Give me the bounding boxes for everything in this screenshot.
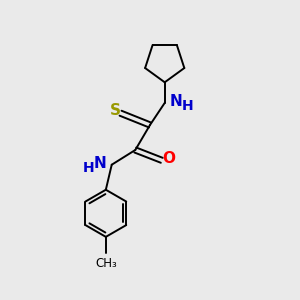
Text: CH₃: CH₃ xyxy=(95,256,117,270)
Text: N: N xyxy=(170,94,183,109)
Text: H: H xyxy=(182,99,194,113)
Text: S: S xyxy=(110,103,121,118)
Text: N: N xyxy=(94,156,106,171)
Text: H: H xyxy=(82,161,94,175)
Text: O: O xyxy=(162,151,175,166)
